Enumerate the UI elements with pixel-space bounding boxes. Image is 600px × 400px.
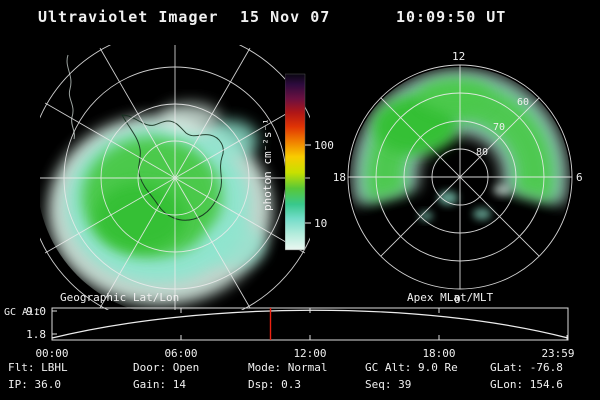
speckle-2 xyxy=(473,208,491,220)
colorbar-tick-label-100: 100 xyxy=(314,139,334,152)
apex-caption: Apex MLat/MLT xyxy=(407,291,494,304)
geographic-caption: Geographic Lat/Lon xyxy=(60,291,180,304)
status-seq: Seq: 39 xyxy=(365,378,412,391)
aurora-patch-ne xyxy=(202,120,258,160)
xtick-1200: 12:00 xyxy=(293,347,327,360)
speckle-4 xyxy=(493,184,511,196)
colorbar-gradient xyxy=(285,73,306,251)
colorbar-label: photon cm⁻²s⁻¹ xyxy=(261,118,274,211)
status-gain: Gain: 14 xyxy=(133,378,186,391)
colorbar: 100 10 xyxy=(285,73,334,251)
gc-alt-ytick-bottom: 1.8 xyxy=(26,328,46,341)
status-ip: IP: 36.0 xyxy=(8,378,61,391)
colorbar-tick-label-10: 10 xyxy=(314,217,327,230)
mlt-label-12: 12 xyxy=(452,50,465,63)
mlt-label-6: 6 xyxy=(576,171,583,184)
auroral-bright-noon xyxy=(420,80,490,112)
xtick-0000: 00:00 xyxy=(35,347,69,360)
status-door: Door: Open xyxy=(133,361,200,374)
geographic-panel xyxy=(40,45,310,310)
geographic-grid xyxy=(40,45,310,310)
mlat-label-80: 80 xyxy=(476,147,488,158)
gc-alt-ticks xyxy=(51,308,568,340)
status-dsp: Dsp: 0.3 xyxy=(248,378,301,391)
gc-alt-ytick-top: 9.0 xyxy=(26,305,46,318)
header-date: 15 Nov 07 xyxy=(240,8,331,26)
status-mode: Mode: Normal xyxy=(248,361,328,374)
mlat-label-60: 60 xyxy=(517,97,529,108)
mlat-label-70: 70 xyxy=(493,122,505,133)
apex-grid xyxy=(347,64,573,290)
apex-panel: 12 18 6 0 80 70 60 xyxy=(333,50,583,306)
status-glon: GLon: 154.6 xyxy=(490,378,563,391)
xtick-0600: 06:00 xyxy=(164,347,198,360)
mlt-label-18: 18 xyxy=(333,171,346,184)
aurora-speckle-top xyxy=(160,103,220,131)
gc-alt-chart xyxy=(51,307,569,341)
app-title: Ultraviolet Imager xyxy=(38,8,219,26)
status-flt: Flt: LBHL xyxy=(8,361,68,374)
status-gc-alt: GC Alt: 9.0 Re xyxy=(365,361,458,374)
header-time: 10:09:50 UT xyxy=(396,8,507,26)
mlt-label-0: 0 xyxy=(454,293,461,306)
antarctica-coastline xyxy=(121,114,224,221)
gc-alt-curve xyxy=(51,309,569,339)
status-glat: GLat: -76.8 xyxy=(490,361,563,374)
gc-alt-ylabel: GC Alt xyxy=(4,307,41,318)
auroral-bright-prenoon xyxy=(373,98,457,154)
xtick-2359: 23:59 xyxy=(541,347,575,360)
south-america-coastline xyxy=(66,54,75,140)
xtick-1800: 18:00 xyxy=(422,347,456,360)
